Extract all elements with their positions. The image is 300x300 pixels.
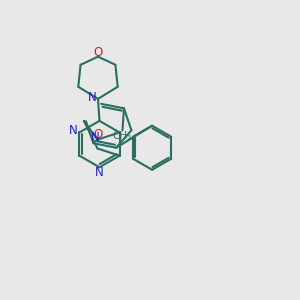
Text: N: N — [88, 91, 96, 104]
Text: O: O — [93, 46, 103, 59]
Text: N: N — [68, 124, 77, 137]
Text: N: N — [91, 131, 99, 144]
Text: CH₃: CH₃ — [113, 131, 132, 141]
Text: O: O — [93, 128, 102, 141]
Text: N: N — [95, 166, 104, 179]
